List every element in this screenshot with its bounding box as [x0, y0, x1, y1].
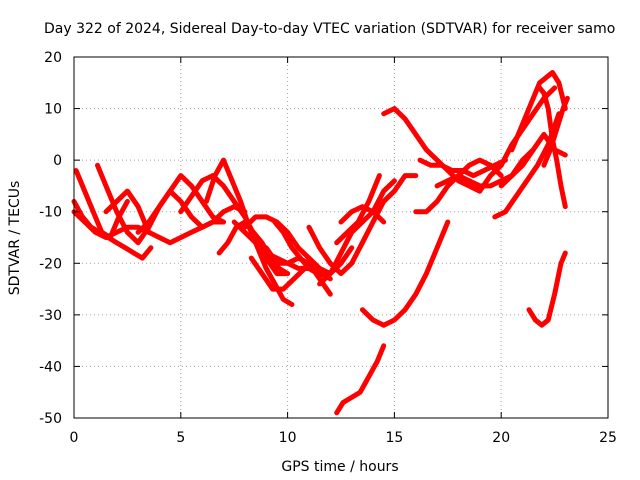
y-tick-label: 0 — [53, 153, 62, 169]
chart-title: Day 322 of 2024, Sidereal Day-to-day VTE… — [44, 21, 615, 37]
series-line-s31 — [526, 250, 568, 328]
plot-frame — [73, 56, 609, 419]
x-tick-label: 25 — [599, 430, 617, 446]
series-line-s18 — [338, 204, 387, 225]
series-line-s9 — [216, 219, 291, 277]
y-tick-label: -20 — [39, 256, 62, 272]
series-line-s6 — [135, 173, 226, 235]
series-line-s14 — [272, 219, 320, 277]
x-tick-label: 0 — [70, 430, 79, 446]
series-line-s27 — [509, 70, 568, 153]
x-axis-label: GPS time / hours — [281, 459, 398, 475]
series-line-s30 — [498, 131, 568, 189]
series-line-s7 — [178, 173, 291, 277]
y-tick-label: -40 — [39, 359, 62, 375]
y-axis-label: SDTVAR / TECUs — [7, 181, 23, 296]
series-line-s17 — [334, 173, 382, 246]
y-tick-label: -50 — [39, 411, 62, 427]
y-tick-label: 10 — [44, 102, 62, 118]
y-tick-label: -10 — [39, 205, 62, 221]
x-tick-label: 10 — [279, 430, 297, 446]
series-line-s16 — [317, 178, 397, 287]
series-layer — [71, 70, 570, 416]
x-tick-label: 15 — [385, 430, 403, 446]
series-line-s5 — [103, 188, 152, 235]
series-line-s19 — [334, 343, 387, 416]
series-line-s29 — [541, 95, 570, 168]
y-tick-label: -30 — [39, 308, 62, 324]
series-line-s20 — [359, 219, 451, 328]
x-tick-label: 5 — [176, 430, 185, 446]
axis-ticks: 0 5 10 15 20 25 -50 -40 -30 -20 -10 0 10 20 — [39, 50, 617, 446]
series-line-s15 — [306, 173, 419, 277]
x-tick-label: 20 — [492, 430, 510, 446]
grid — [74, 57, 608, 418]
y-tick-label: 20 — [44, 50, 62, 66]
series-line-s23 — [417, 157, 508, 179]
series-line-s25 — [456, 85, 558, 194]
